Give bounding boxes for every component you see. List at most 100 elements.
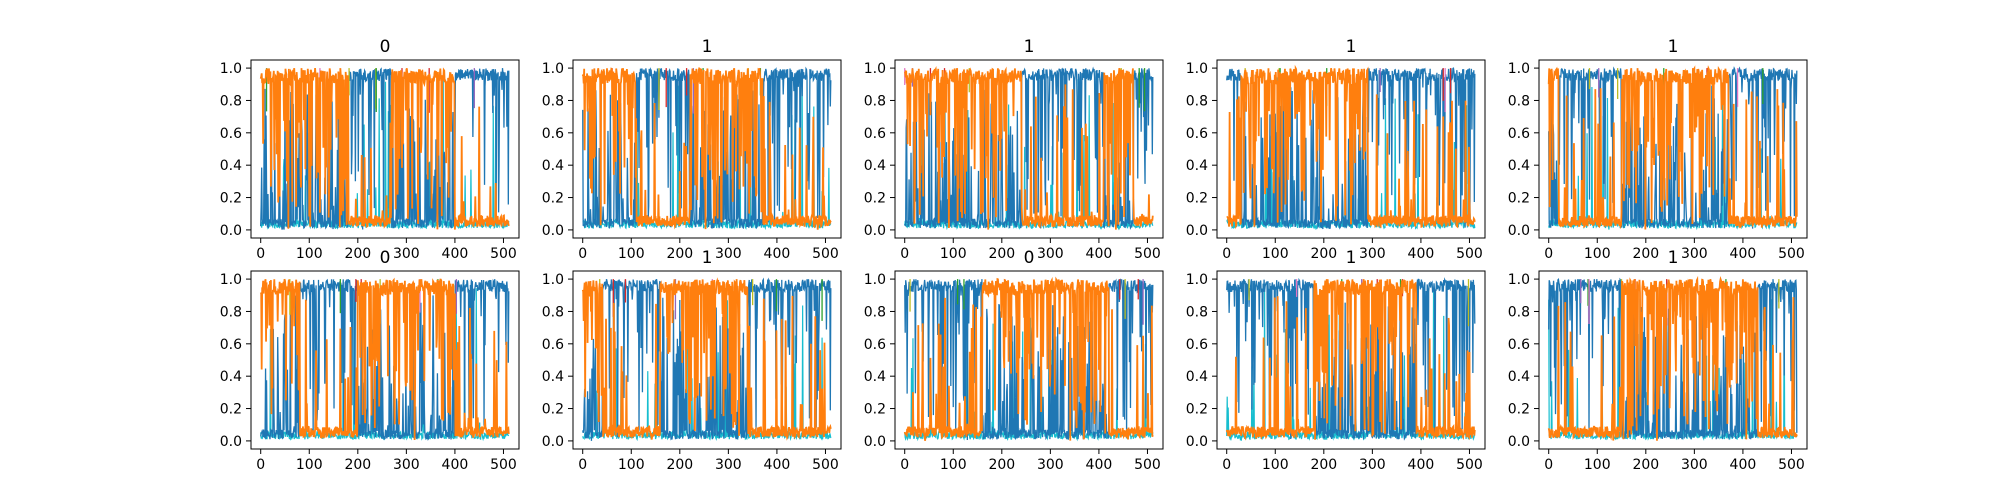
x-tick-label: 0 — [1544, 457, 1553, 473]
y-tick-label: 0.0 — [864, 223, 886, 239]
x-tick-label: 100 — [1262, 246, 1289, 262]
y-tick-label: 0.4 — [220, 158, 242, 174]
x-tick-label: 400 — [1086, 457, 1113, 473]
x-tick-label: 0 — [256, 457, 265, 473]
y-tick-label: 0.0 — [1186, 223, 1208, 239]
y-tick-label: 0.4 — [1508, 369, 1530, 385]
y-tick-label: 0.2 — [1508, 191, 1530, 207]
x-tick-label: 0 — [1544, 246, 1553, 262]
x-tick-label: 400 — [1730, 246, 1757, 262]
panel-3: 1 0 100 200 300 400 500 0.0 0.2 0.4 0.6 0.8 1.0 — [864, 37, 1163, 262]
y-tick-label: 0.8 — [542, 93, 564, 109]
y-tick-label: 0.4 — [1508, 158, 1530, 174]
x-tick-label: 100 — [618, 246, 645, 262]
x-tick-label: 100 — [618, 457, 645, 473]
y-tick-label: 0.6 — [1508, 126, 1530, 142]
x-tick-label: 200 — [988, 246, 1015, 262]
y-tick-label: 0.8 — [864, 304, 886, 320]
y-tick-label: 0.2 — [542, 402, 564, 418]
x-tick-label: 0 — [900, 246, 909, 262]
y-tick-label: 0.4 — [1186, 158, 1208, 174]
x-tick-label: 400 — [764, 246, 791, 262]
y-tick-label: 1.0 — [542, 61, 564, 77]
panel-title: 1 — [1668, 37, 1679, 57]
x-tick-label: 200 — [344, 457, 371, 473]
x-tick-label: 500 — [1778, 246, 1805, 262]
x-tick-label: 400 — [442, 457, 469, 473]
y-tick-label: 0.6 — [864, 337, 886, 353]
panel-9: 10 100 200 300 400 5000.00.20.40.60.81.0 — [1186, 248, 1485, 473]
y-tick-label: 0.8 — [220, 304, 242, 320]
y-tick-label: 0.2 — [864, 402, 886, 418]
y-tick-label: 0.6 — [542, 337, 564, 353]
x-tick-label: 300 — [393, 457, 420, 473]
x-tick-label: 200 — [344, 246, 371, 262]
panel-title: 0 — [380, 248, 391, 268]
y-tick-label: 0.6 — [220, 126, 242, 142]
y-tick-label: 0.0 — [864, 434, 886, 450]
x-tick-label: 100 — [1584, 246, 1611, 262]
x-tick-label: 500 — [1778, 457, 1805, 473]
y-tick-label: 0.0 — [220, 434, 242, 450]
panel-2: 10 100 200 300 400 5000.00.20.40.60.81.0 — [542, 37, 841, 262]
y-tick-label: 0.6 — [220, 337, 242, 353]
y-tick-label: 0.4 — [542, 369, 564, 385]
x-tick-label: 400 — [1408, 246, 1435, 262]
panel-4: 10 100 200 300 400 5000.00.20.40.60.81.0 — [1186, 37, 1485, 262]
x-tick-label: 300 — [393, 246, 420, 262]
x-tick-label: 100 — [296, 457, 323, 473]
y-tick-label: 0.2 — [1186, 191, 1208, 207]
x-tick-label: 500 — [812, 457, 839, 473]
x-tick-label: 0 — [256, 246, 265, 262]
panel-title: 1 — [1668, 248, 1679, 268]
y-tick-label: 0.4 — [864, 369, 886, 385]
panel-title: 1 — [702, 37, 713, 57]
y-tick-label: 1.0 — [1186, 272, 1208, 288]
panel-title: 1 — [1346, 248, 1357, 268]
x-tick-label: 400 — [1408, 457, 1435, 473]
panel-title: 0 — [1024, 248, 1035, 268]
y-tick-label: 0.8 — [220, 93, 242, 109]
x-tick-label: 0 — [900, 457, 909, 473]
x-tick-label: 300 — [1037, 457, 1064, 473]
x-tick-label: 400 — [1086, 246, 1113, 262]
x-tick-label: 300 — [1359, 457, 1386, 473]
x-tick-label: 100 — [1262, 457, 1289, 473]
x-tick-label: 300 — [1037, 246, 1064, 262]
y-tick-label: 0.4 — [220, 369, 242, 385]
x-tick-label: 200 — [1310, 457, 1337, 473]
panel-1: 0 0 100 200 300 400 500 0.0 0.2 0.4 0.6 0.8 1.0 — [220, 37, 519, 262]
x-tick-label: 200 — [666, 246, 693, 262]
x-tick-label: 200 — [1310, 246, 1337, 262]
y-tick-label: 0.0 — [1186, 434, 1208, 450]
y-tick-label: 0.8 — [542, 304, 564, 320]
x-tick-label: 300 — [715, 457, 742, 473]
y-tick-label: 1.0 — [864, 61, 886, 77]
x-tick-label: 400 — [442, 246, 469, 262]
x-tick-label: 200 — [1632, 246, 1659, 262]
y-tick-label: 0.0 — [220, 223, 242, 239]
y-tick-label: 0.6 — [542, 126, 564, 142]
x-tick-label: 500 — [1456, 246, 1483, 262]
panel-10: 10 100 200 300 400 5000.00.20.40.60.81.0 — [1508, 248, 1807, 473]
y-tick-label: 0.8 — [1508, 93, 1530, 109]
x-tick-label: 500 — [812, 246, 839, 262]
x-tick-label: 500 — [1134, 457, 1161, 473]
y-tick-label: 1.0 — [220, 61, 242, 77]
x-tick-label: 400 — [1730, 457, 1757, 473]
y-tick-label: 0.2 — [220, 402, 242, 418]
y-tick-label: 0.2 — [220, 191, 242, 207]
x-tick-label: 100 — [296, 246, 323, 262]
y-tick-label: 1.0 — [542, 272, 564, 288]
y-tick-label: 1.0 — [864, 272, 886, 288]
panel-title: 1 — [702, 248, 713, 268]
panel-title: 0 — [380, 37, 391, 57]
panel-title: 1 — [1024, 37, 1035, 57]
x-tick-label: 100 — [940, 457, 967, 473]
x-tick-label: 300 — [715, 246, 742, 262]
x-tick-label: 200 — [666, 457, 693, 473]
panel-title: 1 — [1346, 37, 1357, 57]
x-tick-label: 100 — [1584, 457, 1611, 473]
y-tick-label: 0.8 — [1508, 304, 1530, 320]
